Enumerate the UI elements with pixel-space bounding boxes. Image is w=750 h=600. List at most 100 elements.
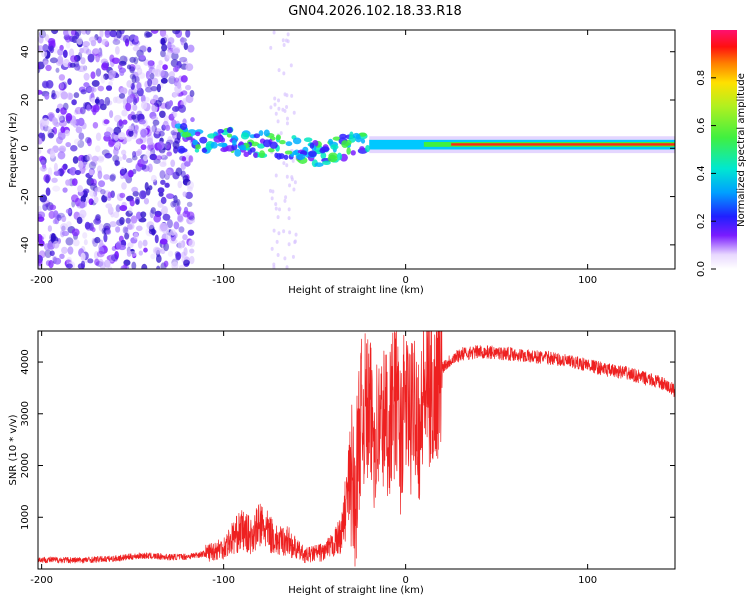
spectrogram-noise-blob: [174, 250, 181, 257]
spectrogram-noise-blob: [163, 260, 169, 268]
spectrogram-noise-blob: [148, 185, 153, 191]
spectrogram-noise-blob: [69, 119, 77, 126]
spectrogram-noise-blob: [80, 57, 86, 65]
spectrogram-noise-blob: [149, 209, 155, 219]
spectrogram-noise-blob: [135, 138, 144, 145]
spectrogram-noise-blob: [167, 250, 174, 257]
spectrogram-track-blob: [258, 150, 266, 158]
spectrogram-noise-blob: [125, 135, 132, 142]
spectrogram-noise-blob: [108, 127, 114, 134]
spectrogram-noise-blob: [91, 80, 100, 87]
spectrogram-noise-blob: [274, 111, 278, 116]
spectrogram-noise-blob: [117, 132, 126, 140]
spectrogram-noise-blob: [76, 216, 83, 225]
spectrogram-noise-blob: [45, 187, 51, 196]
spectrogram-noise-blob: [78, 160, 84, 169]
spectrogram-noise-blob: [84, 221, 91, 230]
spectrogram-noise-blob: [81, 122, 87, 130]
spectrogram-track-blob: [332, 136, 341, 141]
spectrogram-noise-blob: [71, 99, 77, 106]
snr-y-tick-label: 4000: [20, 349, 31, 374]
spectrogram-noise-blob: [150, 30, 159, 34]
spectrogram-noise-blob: [79, 201, 86, 209]
spectrogram-noise-blob: [159, 238, 168, 245]
spectrogram-noise-blob: [274, 173, 278, 178]
spectrogram-noise-blob: [94, 98, 100, 104]
spectrogram-noise-blob: [285, 163, 289, 168]
spectrogram-track-blob: [296, 153, 306, 160]
snr-x-ticks: -200 -100 0 100: [30, 331, 597, 586]
spectrogram-track-blob: [330, 144, 339, 150]
spectrogram-x-tick-label: 100: [578, 275, 597, 286]
spectrogram-noise-blob: [128, 130, 134, 137]
spectrogram-noise-blob: [88, 169, 94, 176]
spectrogram-noise-blob: [38, 30, 47, 39]
spectrogram-x-tick-label: 0: [402, 275, 408, 286]
spectrogram-noise-blob: [166, 144, 172, 151]
spectrogram-noise-blob: [282, 229, 286, 234]
spectrogram-noise-blob: [282, 42, 286, 47]
spectrogram-noise-blob: [185, 191, 193, 200]
spectrogram-noise-blob: [140, 94, 146, 103]
spectrogram-noise-blob: [88, 161, 96, 170]
spectrogram-noise-blob: [98, 246, 105, 255]
spectrogram-y-tick-label: -20: [20, 188, 31, 204]
spectrogram-noise-blob: [77, 117, 85, 127]
spectrogram-noise-blob: [171, 52, 179, 61]
spectrogram-noise-blob: [132, 96, 138, 106]
spectrogram-noise-blob: [178, 226, 185, 233]
spectrogram-noise-blob: [53, 162, 58, 172]
spectrogram-noise-blob: [160, 196, 167, 205]
spectrogram-noise-blob: [129, 56, 136, 63]
spectrogram-noise-blob: [94, 258, 100, 266]
spectrogram-noise-blob: [166, 139, 174, 145]
spectrogram-noise-blob: [125, 157, 133, 164]
spectrogram-noise-blob: [80, 260, 86, 269]
spectrogram-noise-blob: [132, 190, 139, 197]
spectrogram-noise-blob: [92, 121, 99, 129]
spectrogram-noise-blob: [185, 63, 194, 72]
spectrogram-noise-blob: [143, 247, 148, 253]
spectrogram-noise-blob: [71, 228, 80, 237]
spectrogram-noise-blob: [125, 102, 132, 112]
spectrogram-noise-blob: [42, 44, 49, 52]
spectrogram-track-blob: [213, 135, 223, 143]
spectrogram-noise-blob: [83, 82, 90, 88]
spectrogram-noise-blob: [281, 38, 285, 43]
spectrogram-noise-blob: [291, 158, 295, 163]
spectrogram-noise-blob: [68, 48, 75, 58]
spectrogram-noise-blob: [122, 153, 127, 160]
spectrogram-noise-blob: [82, 65, 88, 71]
spectrogram-noise-blob: [99, 239, 104, 247]
spectrogram-noise-blob: [125, 217, 131, 224]
spectrogram-noise-blob: [157, 187, 165, 194]
spectrogram-noise-blob: [164, 182, 170, 188]
spectrogram-noise-blob: [120, 265, 125, 269]
spectrogram-noise-blob: [59, 168, 64, 177]
spectrogram-noise-blob: [285, 174, 289, 179]
spectrogram-noise-blob: [150, 253, 156, 260]
spectrogram-noise-blob: [165, 231, 172, 241]
spectrogram-noise-blob: [164, 173, 169, 179]
spectrogram-track-core: [451, 143, 675, 146]
spectrogram-noise-blob: [61, 246, 68, 254]
spectrogram-track-blob: [267, 148, 275, 153]
spectrogram-noise-blob: [144, 182, 149, 191]
spectrogram-noise-blob: [187, 44, 195, 53]
spectrogram-noise-blob: [82, 45, 90, 54]
spectrogram-noise-blob: [173, 195, 178, 204]
figure-title: GN04.2026.102.18.33.R18: [288, 4, 462, 19]
spectrogram-track-blob: [309, 142, 315, 149]
spectrogram-noise-blob: [162, 64, 168, 71]
spectrogram-noise-blob: [138, 250, 144, 256]
spectrogram-noise-blob: [174, 106, 180, 112]
spectrogram-noise-blob: [59, 119, 67, 127]
spectrogram-noise-blob: [176, 131, 182, 141]
spectrogram-noise-blob: [136, 67, 143, 75]
spectrogram-noise-blob: [100, 189, 106, 195]
spectrogram-noise-blob: [154, 247, 162, 254]
spectrogram-noise-blob: [150, 85, 158, 92]
spectrogram-noise-blob: [95, 53, 100, 63]
spectrogram-noise-blob: [41, 117, 50, 127]
snr-x-tick-label: -100: [212, 575, 235, 586]
